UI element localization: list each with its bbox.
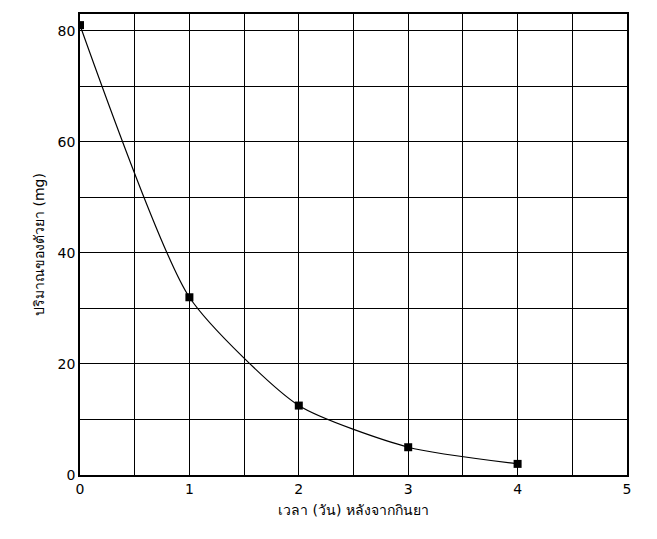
svg-text:60: 60 (58, 134, 76, 150)
svg-text:0: 0 (76, 481, 85, 497)
svg-text:80: 80 (58, 23, 76, 39)
svg-text:เวลา (วัน) หลังจากกินยา: เวลา (วัน) หลังจากกินยา (278, 502, 429, 518)
svg-text:ปริมาณของตัวยา (mg): ปริมาณของตัวยา (mg) (31, 173, 47, 316)
svg-text:1: 1 (185, 481, 194, 497)
svg-text:5: 5 (623, 481, 632, 497)
svg-text:4: 4 (513, 481, 522, 497)
svg-text:0: 0 (67, 467, 76, 483)
svg-text:40: 40 (58, 245, 76, 261)
svg-text:20: 20 (58, 356, 76, 372)
svg-text:3: 3 (404, 481, 413, 497)
svg-text:2: 2 (294, 481, 303, 497)
